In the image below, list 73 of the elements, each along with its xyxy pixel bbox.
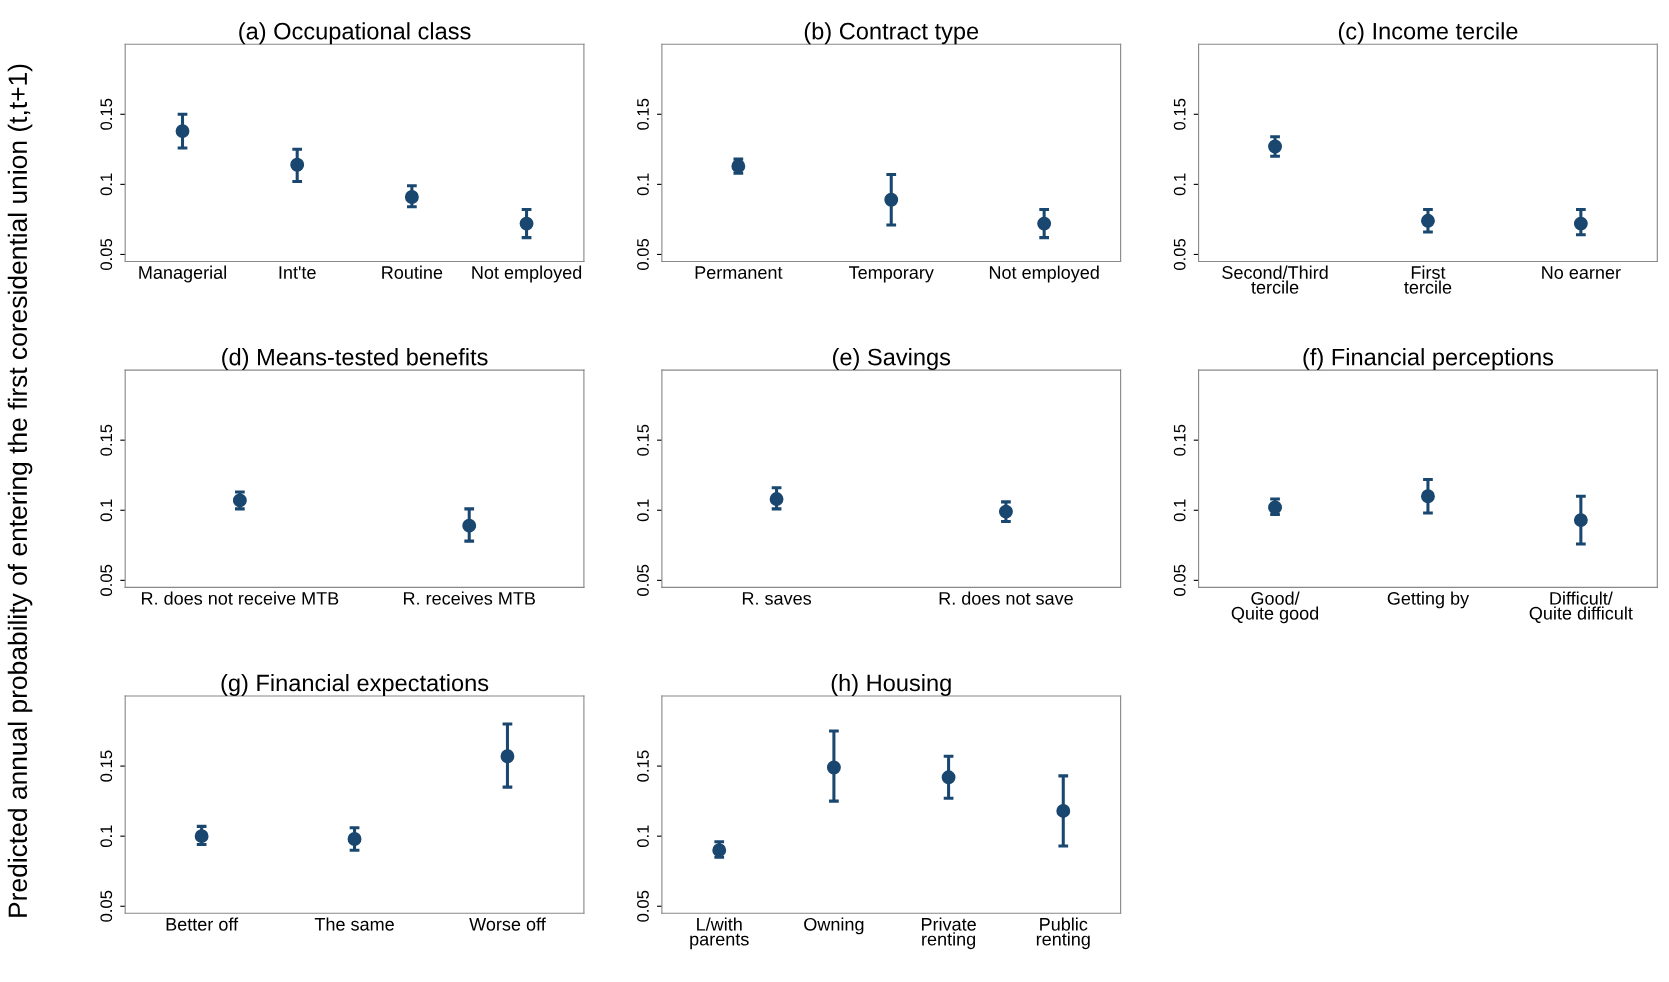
x-tick-label: R. saves (742, 592, 812, 605)
point (941, 770, 956, 785)
x-tick-label: Routine (382, 265, 443, 279)
x-tick-label: R. receives MTB (403, 591, 535, 605)
point (519, 216, 534, 231)
chart-title: (f) Financial perceptions (1303, 348, 1554, 371)
point (1421, 213, 1435, 228)
point (500, 749, 515, 764)
x-tick-label: L/with parents (690, 917, 749, 950)
x-tick-label: Owning (804, 917, 864, 935)
x-tick-label: Second/Third tercile (1222, 265, 1328, 294)
point (884, 192, 899, 207)
y-tick-label: 0.15 (637, 98, 649, 130)
chart-title: (h) Housing (831, 673, 951, 696)
point (1573, 513, 1588, 528)
x-tick-label: Managerial (139, 265, 226, 283)
chart-title: (b) Contract type (804, 22, 979, 45)
y-tick-label: 0.1 (1173, 173, 1186, 196)
x-tick-label: Int'te (279, 266, 316, 279)
point (404, 190, 419, 204)
y-tick-label: 0.05 (1173, 238, 1186, 271)
y-tick-label: 0.05 (1173, 564, 1186, 596)
y-tick-label: 0.05 (100, 890, 113, 922)
point (347, 832, 362, 846)
y-tick-label: 0.1 (1173, 499, 1186, 522)
point (826, 760, 841, 775)
chart-title: (e) Savings (833, 348, 951, 371)
y-tick-label: 0.15 (637, 424, 649, 456)
y-tick-label: 0.1 (100, 825, 113, 848)
point (175, 124, 190, 139)
point (1268, 139, 1282, 154)
point (290, 157, 305, 172)
x-tick-label: Permanent (695, 266, 783, 279)
x-tick-label: Private renting (921, 917, 976, 950)
x-tick-label: R. does not save (939, 591, 1073, 605)
x-tick-label: Getting by (1387, 591, 1470, 609)
y-tick-label: 0.1 (637, 825, 649, 848)
x-tick-label: Better off (166, 917, 239, 931)
y-tick-label: 0.15 (100, 98, 113, 130)
chart-title: (c) Income tercile (1338, 22, 1518, 45)
x-tick-label: Not employed (472, 265, 582, 283)
y-tick-label: 0.05 (637, 564, 649, 596)
x-tick-label: No earner (1542, 266, 1621, 279)
x-tick-label: First tercile (1404, 265, 1452, 294)
y-axis-title: Predicted annual probability of entering the first coresidential union (t,t+1) (7, 64, 33, 917)
y-tick-label: 0.15 (637, 750, 649, 782)
x-tick-label: The same (314, 917, 394, 931)
y-tick-label: 0.05 (637, 890, 649, 922)
point (1056, 803, 1071, 818)
y-tick-label: 0.05 (637, 238, 649, 271)
x-tick-label: R. does not receive MTB (142, 591, 339, 605)
y-tick-label: 0.15 (100, 424, 113, 456)
point (1037, 216, 1052, 231)
y-tick-label: 0.15 (1173, 98, 1186, 130)
y-tick-label: 0.1 (100, 499, 113, 522)
point (1573, 216, 1588, 231)
x-tick-label: Not employed (989, 265, 1099, 283)
y-tick-label: 0.1 (637, 173, 649, 196)
chart-title: (g) Financial expectations (221, 673, 489, 696)
y-tick-label: 0.05 (100, 238, 113, 271)
y-tick-label: 0.1 (637, 499, 649, 522)
chart-title: (d) Means-tested benefits (222, 348, 488, 371)
y-tick-label: 0.1 (100, 173, 113, 196)
x-tick-label: Public renting (1036, 917, 1090, 950)
x-tick-label: Difficult/ Quite difficult (1529, 591, 1633, 623)
y-tick-label: 0.15 (100, 750, 113, 782)
x-tick-label: Temporary (849, 266, 934, 283)
chart-title: (a) Occupational class (239, 22, 471, 45)
x-tick-label: Good/ Quite good (1231, 591, 1319, 624)
y-tick-label: 0.15 (1173, 424, 1186, 456)
x-tick-label: Worse off (469, 917, 546, 931)
point (1421, 489, 1435, 504)
y-tick-label: 0.05 (100, 564, 113, 596)
